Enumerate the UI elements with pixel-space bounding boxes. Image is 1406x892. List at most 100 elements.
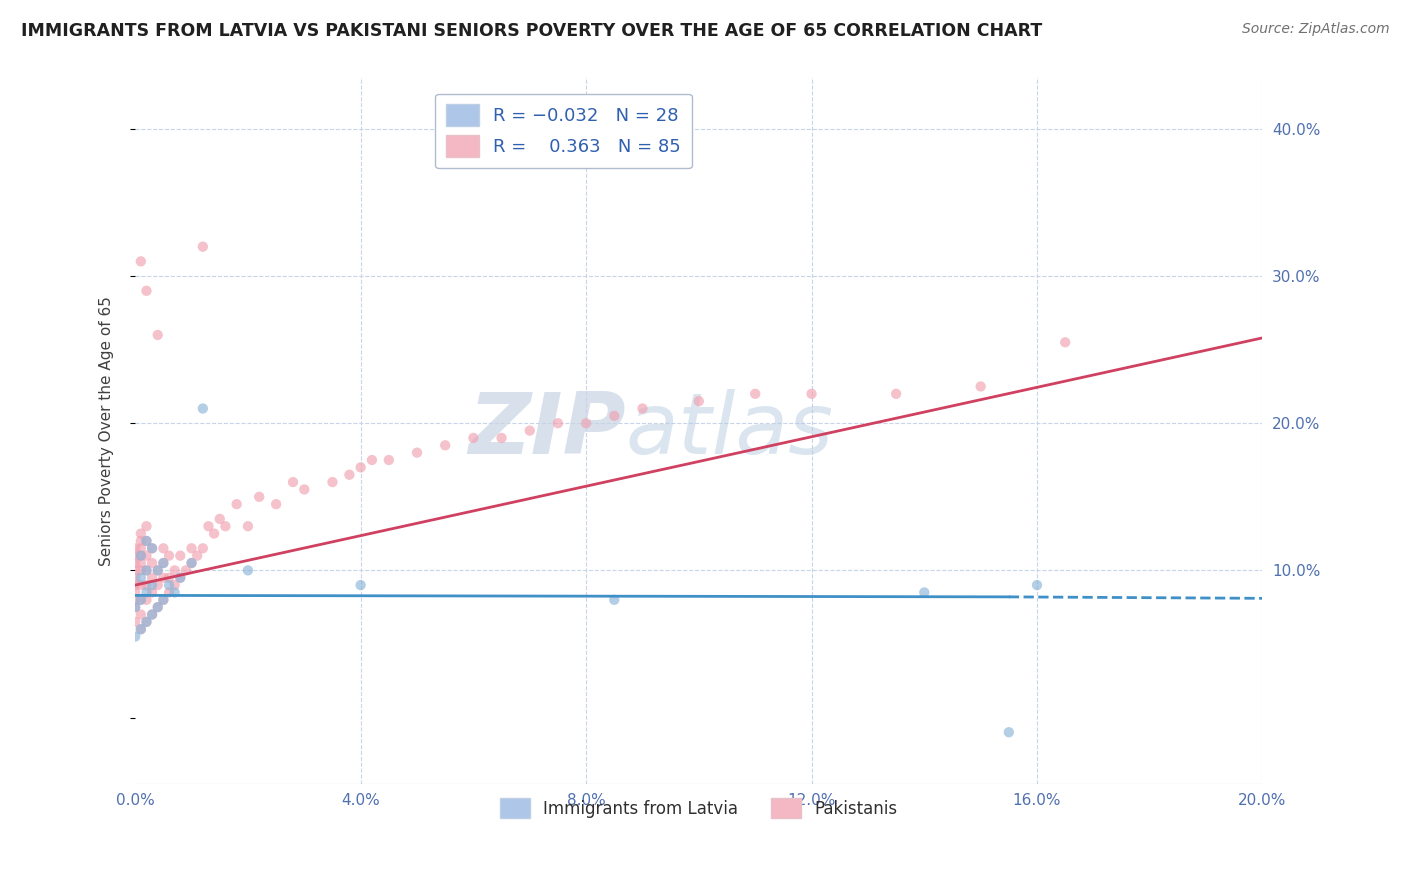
Point	[491, 431, 513, 445]
Legend: Immigrants from Latvia, Pakistanis: Immigrants from Latvia, Pakistanis	[494, 791, 904, 825]
Point	[124, 541, 146, 556]
Point	[152, 541, 174, 556]
Point	[191, 401, 214, 416]
Point	[135, 549, 157, 563]
Point	[146, 600, 169, 615]
Point	[169, 549, 191, 563]
Point	[186, 549, 208, 563]
Point	[124, 556, 146, 570]
Point	[124, 549, 146, 563]
Point	[129, 571, 152, 585]
Text: Source: ZipAtlas.com: Source: ZipAtlas.com	[1241, 22, 1389, 37]
Point	[1054, 335, 1077, 350]
Point	[174, 563, 197, 577]
Text: ZIP: ZIP	[468, 389, 626, 472]
Point	[208, 512, 231, 526]
Point	[124, 585, 146, 599]
Text: IMMIGRANTS FROM LATVIA VS PAKISTANI SENIORS POVERTY OVER THE AGE OF 65 CORRELATI: IMMIGRANTS FROM LATVIA VS PAKISTANI SENI…	[21, 22, 1042, 40]
Point	[157, 585, 180, 599]
Point	[129, 622, 152, 636]
Point	[406, 445, 429, 459]
Point	[225, 497, 247, 511]
Point	[152, 592, 174, 607]
Point	[163, 585, 186, 599]
Point	[135, 533, 157, 548]
Point	[321, 475, 343, 489]
Point	[141, 585, 163, 599]
Point	[129, 607, 152, 622]
Point	[124, 578, 146, 592]
Point	[135, 585, 157, 599]
Point	[135, 563, 157, 577]
Point	[129, 563, 152, 577]
Point	[157, 549, 180, 563]
Point	[146, 578, 169, 592]
Point	[169, 571, 191, 585]
Point	[135, 592, 157, 607]
Point	[350, 578, 373, 592]
Point	[135, 284, 157, 298]
Point	[163, 578, 186, 592]
Point	[292, 483, 315, 497]
Point	[146, 563, 169, 577]
Point	[124, 615, 146, 629]
Point	[180, 556, 202, 570]
Point	[180, 541, 202, 556]
Point	[969, 379, 991, 393]
Point	[152, 556, 174, 570]
Point	[135, 615, 157, 629]
Point	[129, 622, 152, 636]
Point	[214, 519, 236, 533]
Point	[152, 556, 174, 570]
Text: atlas: atlas	[626, 389, 834, 472]
Point	[350, 460, 373, 475]
Point	[191, 240, 214, 254]
Point	[603, 409, 626, 423]
Point	[135, 533, 157, 548]
Point	[124, 571, 146, 585]
Point	[202, 526, 225, 541]
Point	[197, 519, 219, 533]
Point	[141, 571, 163, 585]
Point	[129, 549, 152, 563]
Point	[129, 541, 152, 556]
Point	[135, 615, 157, 629]
Point	[152, 592, 174, 607]
Point	[141, 541, 163, 556]
Point	[157, 578, 180, 592]
Point	[236, 519, 259, 533]
Point	[129, 592, 152, 607]
Point	[124, 592, 146, 607]
Point	[124, 630, 146, 644]
Point	[124, 600, 146, 615]
Point	[631, 401, 654, 416]
Point	[129, 592, 152, 607]
Point	[180, 556, 202, 570]
Point	[146, 327, 169, 342]
Point	[135, 563, 157, 577]
Point	[547, 416, 569, 430]
Point	[463, 431, 485, 445]
Point	[744, 386, 766, 401]
Point	[124, 563, 146, 577]
Point	[264, 497, 287, 511]
Point	[141, 607, 163, 622]
Point	[191, 541, 214, 556]
Point	[884, 386, 907, 401]
Point	[998, 725, 1021, 739]
Point	[603, 592, 626, 607]
Point	[129, 526, 152, 541]
Point	[146, 563, 169, 577]
Point	[141, 578, 163, 592]
Point	[129, 578, 152, 592]
Point	[378, 453, 401, 467]
Point	[434, 438, 457, 452]
Point	[129, 556, 152, 570]
Point	[124, 600, 146, 615]
Point	[575, 416, 598, 430]
Point	[129, 254, 152, 268]
Point	[135, 578, 157, 592]
Point	[1026, 578, 1049, 592]
Point	[146, 600, 169, 615]
Point	[141, 541, 163, 556]
